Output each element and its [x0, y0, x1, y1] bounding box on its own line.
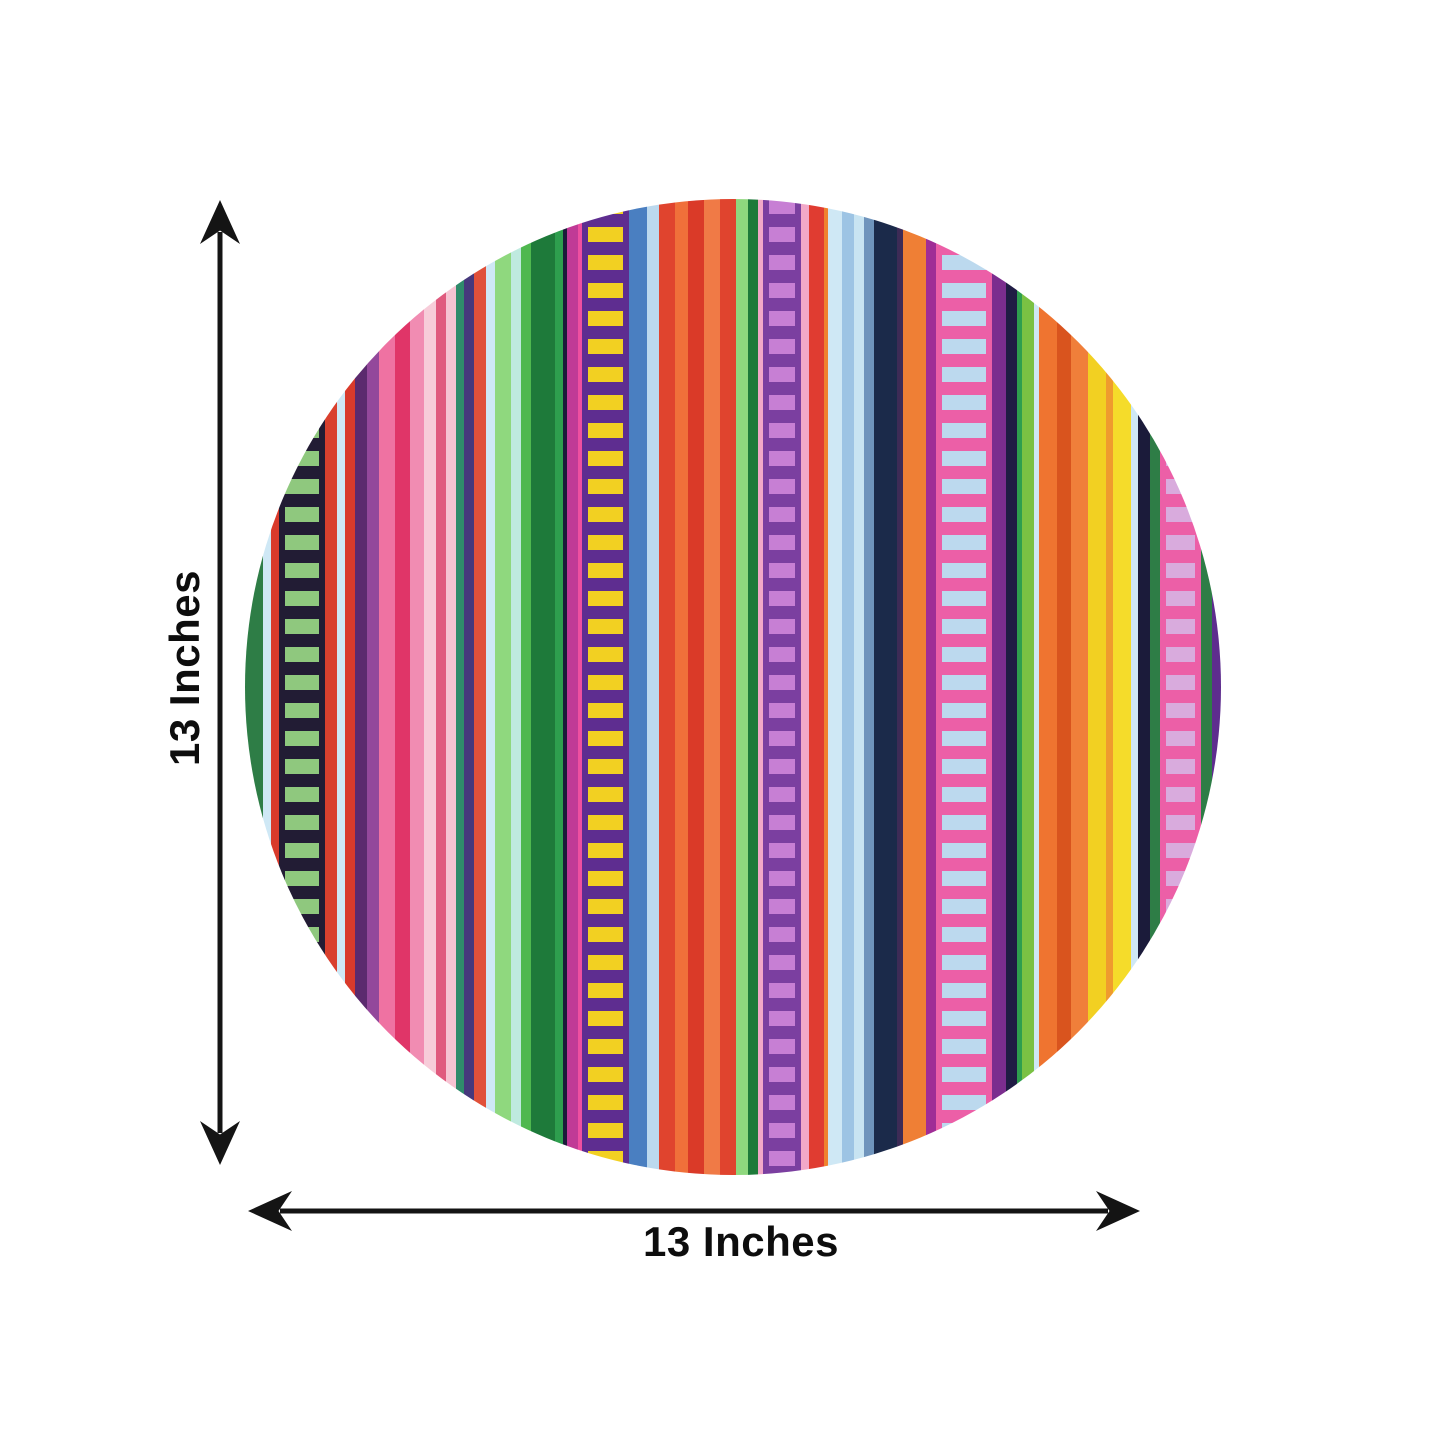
stripe: [1056, 199, 1071, 1175]
stripe: [270, 199, 279, 1175]
stripe: [720, 199, 736, 1175]
stripe: [688, 199, 705, 1175]
stripe: [873, 199, 898, 1175]
stripe: [1088, 199, 1107, 1175]
stripe: [1006, 199, 1018, 1175]
stripe: [531, 199, 555, 1175]
stripe: [1113, 199, 1131, 1175]
stripe: [1212, 199, 1221, 1175]
stripe: [828, 199, 842, 1175]
stripe: [824, 199, 829, 1175]
stripe: [1106, 199, 1114, 1175]
stripe: [424, 199, 437, 1175]
stripe: [747, 199, 758, 1175]
stripe: [511, 199, 522, 1175]
stripe: [354, 199, 367, 1175]
stripe: [925, 199, 936, 1175]
stripe: [325, 199, 338, 1175]
stripe: [410, 199, 425, 1175]
ladder-stripe: [762, 199, 802, 1175]
stripe: [262, 199, 271, 1175]
stripe: [1137, 199, 1150, 1175]
stripe: [853, 199, 864, 1175]
stripe: [658, 199, 675, 1175]
stripe: [992, 199, 1007, 1175]
ladder-stripe: [935, 199, 993, 1175]
stripe: [394, 199, 411, 1175]
stripe: [463, 199, 474, 1175]
stripe: [445, 199, 456, 1175]
stripe: [1033, 199, 1039, 1175]
stripe: [378, 199, 395, 1175]
stripe: [554, 199, 563, 1175]
stripe: [1149, 199, 1160, 1175]
stripe: [495, 199, 512, 1175]
stripe: [578, 199, 583, 1175]
stripe: [629, 199, 647, 1175]
stripe: [809, 199, 825, 1175]
stripe: [841, 199, 854, 1175]
stripe: [674, 199, 689, 1175]
height-dimension-label: 13 Inches: [161, 570, 208, 766]
stripe: [704, 199, 721, 1175]
stripe: [1130, 199, 1138, 1175]
stripe: [485, 199, 496, 1175]
stripe: [337, 199, 346, 1175]
stripe: [1038, 199, 1057, 1175]
stripe: [757, 199, 763, 1175]
stripe: [801, 199, 810, 1175]
stripe: [863, 199, 874, 1175]
stripe: [455, 199, 464, 1175]
stripe: [903, 199, 926, 1175]
stripe: [646, 199, 659, 1175]
width-dimension-label: 13 Inches: [643, 1218, 839, 1265]
stripe: [566, 199, 579, 1175]
stripe: [1070, 199, 1089, 1175]
stripe: [473, 199, 486, 1175]
stripe: [562, 199, 567, 1175]
stripe: [1017, 199, 1023, 1175]
stripe: [735, 199, 748, 1175]
stripe: [1022, 199, 1034, 1175]
stripe: [897, 199, 904, 1175]
stripe: [1201, 199, 1213, 1175]
width-arrow: [248, 1191, 1140, 1231]
stripe: [436, 199, 446, 1175]
stripe: [521, 199, 531, 1175]
height-arrow: [200, 200, 240, 1165]
stripe: [345, 199, 355, 1175]
stripe: [366, 199, 379, 1175]
ladder-stripe: [582, 199, 630, 1175]
